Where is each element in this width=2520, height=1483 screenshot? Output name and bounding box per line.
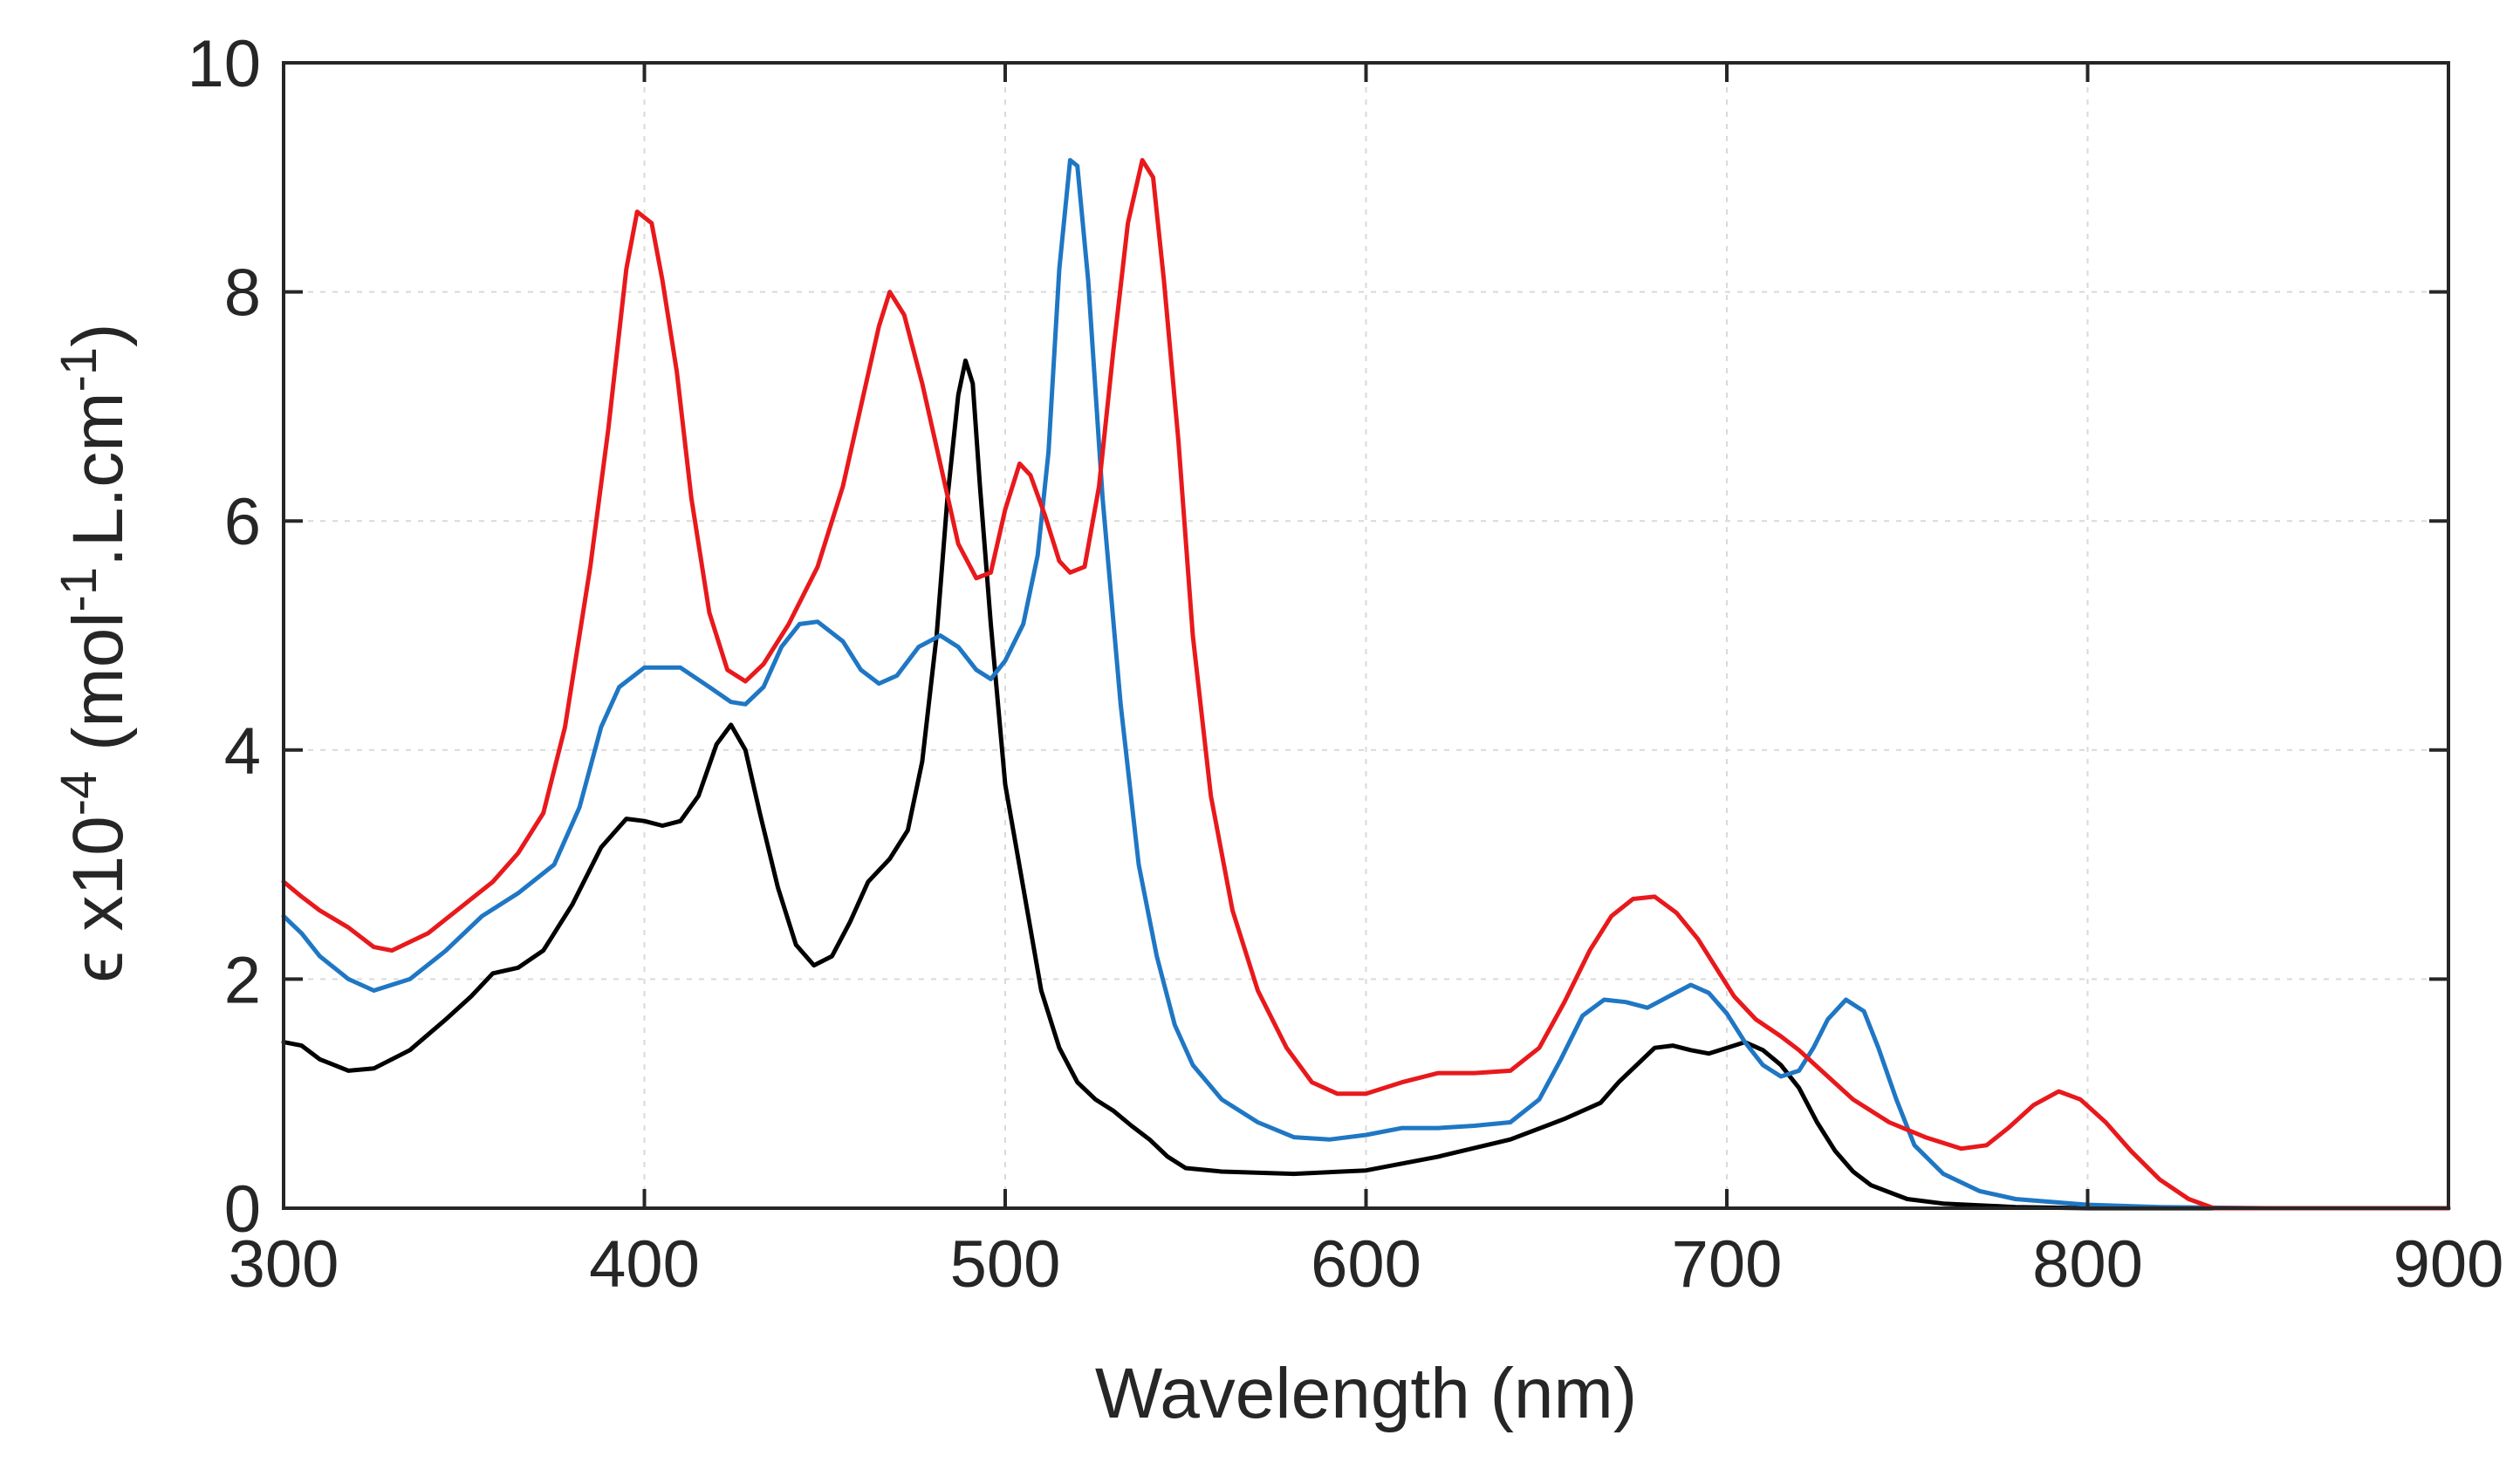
grid-lines	[284, 63, 2448, 1208]
y-tick-label: 4	[224, 714, 261, 789]
y-axis-title-part: -4	[51, 771, 107, 817]
x-tick-label: 400	[589, 1227, 700, 1302]
x-tick-label: 900	[2393, 1227, 2504, 1302]
y-axis-title-part: x10	[58, 816, 138, 951]
x-tick-label: 300	[229, 1227, 339, 1302]
axis-ticks	[282, 61, 2450, 1210]
series-layer	[281, 158, 2451, 1211]
x-tick-label: 800	[2032, 1227, 2143, 1302]
x-axis-title: Wavelength (nm)	[1095, 1354, 1637, 1433]
x-tick-label: 500	[950, 1227, 1061, 1302]
y-axis-title-part: .L.cm	[58, 392, 138, 566]
y-axis-title-part: ϵ	[58, 951, 138, 982]
series-line-red	[281, 158, 2451, 1211]
y-tick-labels: 0 2 4 6 8 10	[187, 27, 261, 1247]
y-axis-title-part: -1	[51, 567, 107, 612]
series-line-black	[281, 358, 2451, 1211]
y-axis-title-part: -1	[51, 347, 107, 393]
y-tick-label: 10	[187, 27, 261, 101]
y-axis-title: ϵ x10-4 (mol-1.L.cm-1)	[51, 324, 138, 983]
y-tick-label: 0	[224, 1172, 261, 1247]
x-tick-label: 600	[1311, 1227, 1421, 1302]
series-line-blue	[281, 158, 2451, 1211]
y-tick-label: 6	[224, 485, 261, 559]
y-axis-title-part: (mol	[58, 612, 138, 770]
y-axis-title-part: )	[58, 324, 138, 347]
x-tick-label: 700	[1672, 1227, 1783, 1302]
y-tick-label: 2	[224, 943, 261, 1017]
x-tick-labels: 300 400 500 600 700 800 900	[229, 1227, 2504, 1302]
y-tick-label: 8	[224, 256, 261, 331]
